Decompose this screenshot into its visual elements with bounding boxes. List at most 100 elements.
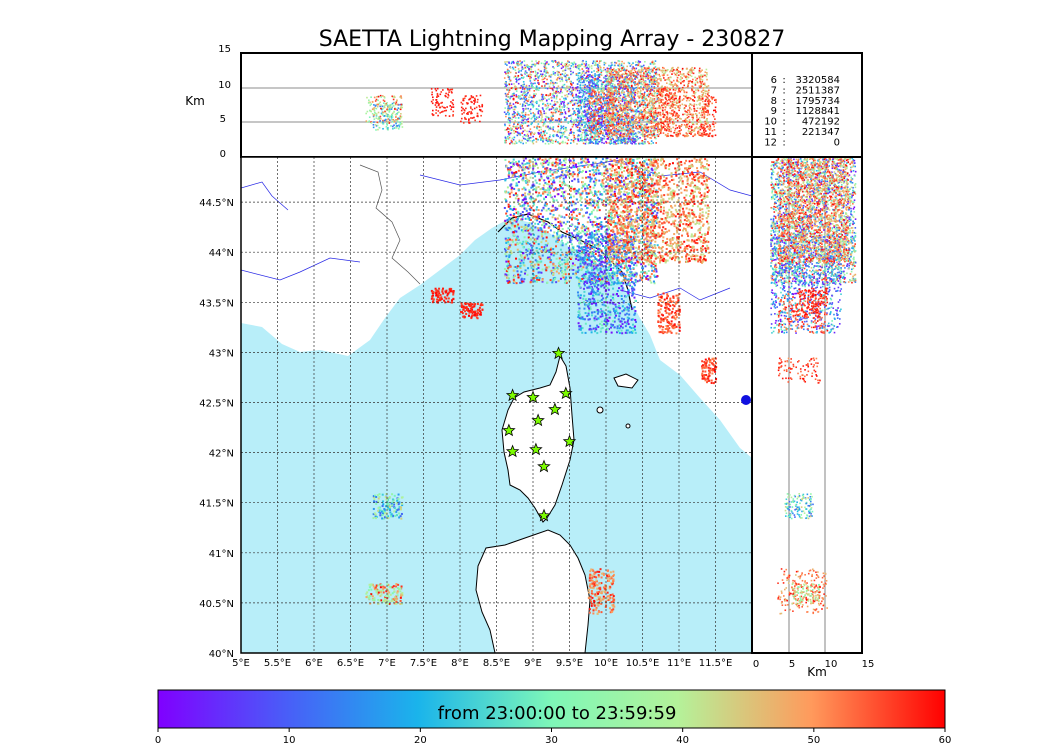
lightning-point-top [628, 105, 631, 108]
lightning-point-top [534, 121, 537, 123]
lightning-point-top [610, 113, 613, 115]
lightning-point-top [625, 115, 628, 118]
lightning-point-top [595, 141, 598, 144]
lightning-point-top [568, 64, 571, 66]
lightning-point-top [644, 71, 647, 74]
lightning-point-top [549, 121, 551, 124]
lightning-point-top [610, 114, 613, 117]
lightning-point-top [534, 101, 537, 104]
lightning-point-top [614, 139, 617, 142]
lightning-point-top [630, 110, 633, 113]
lightning-point-top [617, 120, 620, 123]
lightning-point-top [628, 127, 631, 130]
lightning-point-top [517, 113, 520, 115]
lightning-point-top [651, 99, 653, 102]
lightning-point-top [450, 108, 452, 111]
lightning-point-top [590, 67, 593, 70]
lightning-point-top [697, 99, 700, 101]
lightning-point-top [624, 75, 627, 78]
lightning-point-top [612, 73, 614, 76]
lightning-point-top [601, 96, 604, 98]
lightning-point-top [703, 116, 706, 119]
lightning-point-top [562, 141, 564, 144]
lightning-point-top [638, 63, 640, 65]
lightning-point-top [628, 94, 630, 97]
lightning-point-top [541, 136, 544, 138]
lightning-point-top [702, 131, 705, 133]
lightning-point-top [544, 142, 547, 145]
lightning-point-top [622, 93, 625, 96]
lightning-point-top [670, 106, 673, 108]
lightning-point-top [705, 110, 708, 112]
lightning-point-top [556, 62, 559, 64]
lightning-point-top [581, 81, 584, 84]
lightning-point-top [702, 111, 705, 114]
lightning-point-top [643, 130, 646, 132]
lightning-point-top [615, 134, 618, 137]
lightning-point-top [554, 72, 557, 74]
lightning-point-top [517, 61, 519, 64]
lightning-point-top [638, 110, 641, 113]
lightning-point-top [509, 102, 511, 105]
lightning-point-top [644, 85, 647, 88]
lightning-point-top [396, 109, 399, 111]
lightning-point-top [473, 103, 475, 105]
lightning-point-top [692, 72, 695, 75]
lightning-point-top [539, 126, 542, 129]
lightning-point-top [654, 102, 657, 105]
lightning-point-top [610, 117, 612, 119]
lightning-point-top [586, 120, 589, 123]
lightning-point-top [374, 112, 376, 114]
lightning-point-top [597, 114, 599, 117]
lightning-point-top [588, 126, 590, 129]
lightning-point-top [656, 68, 659, 71]
lightning-point-top [623, 121, 626, 123]
lightning-point-top [510, 87, 513, 90]
lightning-point-top [587, 116, 589, 119]
lightning-point-top [434, 88, 437, 90]
lightning-point-top [530, 112, 532, 115]
lightning-point-top [561, 76, 563, 79]
lightning-point-top [385, 115, 388, 117]
lightning-point-top [606, 74, 609, 77]
lightning-point-top [605, 85, 608, 87]
lightning-point-top [669, 88, 671, 91]
lightning-point-top [599, 130, 601, 132]
lightning-point-top [671, 135, 673, 137]
lightning-point-top [653, 107, 655, 110]
lightning-point-top [551, 93, 554, 95]
lightning-point-top [541, 137, 544, 139]
lightning-point-top [575, 118, 577, 121]
lightning-point-top [627, 129, 630, 132]
lightning-point-top [644, 111, 647, 113]
lightning-point-top [652, 115, 654, 118]
lightning-point-top [641, 70, 643, 73]
lightning-point-top [507, 133, 510, 135]
lightning-point-top [580, 124, 582, 127]
lightning-point-top [608, 122, 610, 125]
lightning-point-top [551, 87, 554, 90]
lightning-point-top [540, 62, 543, 65]
lightning-point-top [578, 89, 581, 92]
lightning-point-top [614, 132, 617, 135]
lightning-point-top [676, 135, 679, 138]
lightning-point-top [586, 112, 589, 115]
lightning-point-top [653, 116, 656, 118]
lightning-point-top [633, 120, 636, 122]
lightning-point-top [617, 114, 620, 117]
lightning-point-top [612, 76, 615, 78]
lightning-point-top [552, 128, 554, 131]
lightning-point-top [510, 106, 513, 109]
lightning-point-top [616, 140, 618, 142]
lightning-point-top [659, 93, 662, 96]
lightning-point-top [606, 95, 608, 98]
lightning-point-top [585, 89, 588, 92]
lightning-point-top [524, 66, 527, 69]
lightning-point-top [536, 138, 539, 140]
lightning-point-top [520, 62, 523, 64]
lightning-point-top [460, 109, 463, 112]
lightning-point-top [686, 126, 689, 129]
lightning-point-top [532, 106, 534, 109]
lightning-point-top [525, 86, 527, 89]
lightning-point-top [586, 137, 589, 140]
